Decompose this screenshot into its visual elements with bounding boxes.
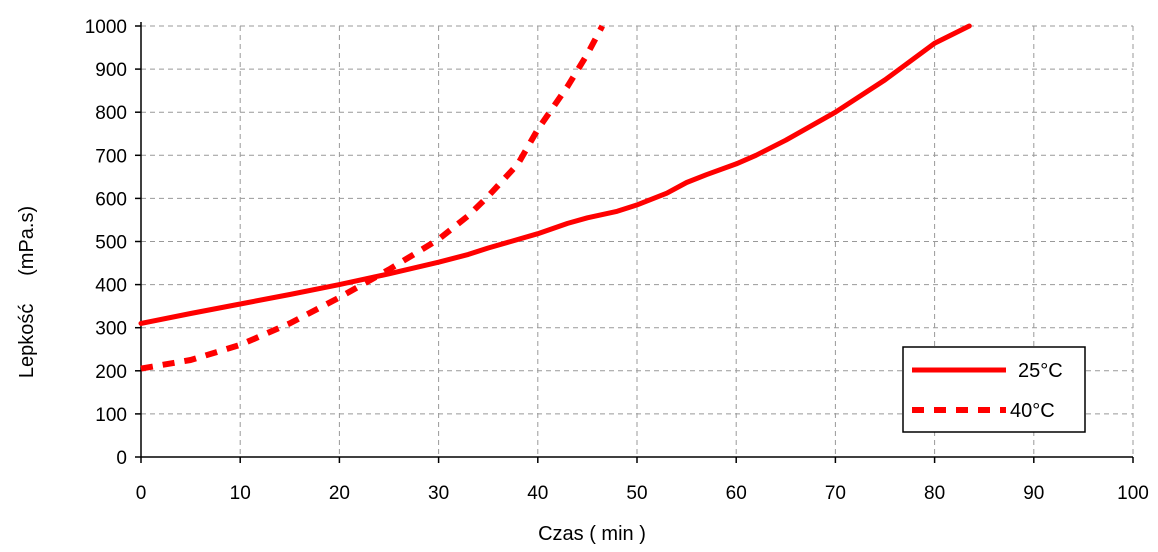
grid (141, 25, 1134, 457)
series-line-40c (140, 24, 605, 372)
y-axis-label: Lepkość (mPa.s) (16, 206, 38, 378)
x-tick-label: 90 (1023, 483, 1044, 504)
y-tick-label: 100 (95, 405, 127, 426)
y-tick-label: 1000 (85, 17, 127, 38)
x-tick-label: 30 (428, 483, 449, 504)
y-tick-label: 200 (95, 362, 127, 383)
x-tick-label: 0 (136, 483, 147, 504)
series-line-25c (138, 23, 972, 326)
y-tick-label: 400 (95, 276, 127, 297)
x-tick-label: 60 (726, 483, 747, 504)
x-tick-label: 50 (626, 483, 647, 504)
x-tick-label: 100 (1117, 483, 1149, 504)
legend: 25°C 40°C (902, 346, 1086, 433)
y-tick-label: 600 (95, 189, 127, 210)
x-tick-label: 10 (230, 483, 251, 504)
y-tick-label: 500 (95, 233, 127, 254)
axes (135, 22, 1134, 463)
legend-box (902, 346, 1086, 433)
y-tick-label: 700 (95, 146, 127, 167)
x-tick-label: 80 (924, 483, 945, 504)
legend-label-40c: 40°C (1010, 400, 1055, 422)
x-tick-label: 40 (527, 483, 548, 504)
y-tick-label: 800 (95, 103, 127, 124)
x-tick-label: 20 (329, 483, 350, 504)
y-tick-label: 900 (95, 60, 127, 81)
y-tick-label: 300 (95, 319, 127, 340)
series-lines (138, 23, 972, 372)
y-tick-label: 0 (116, 448, 127, 469)
x-axis-label: Czas ( min ) (538, 523, 646, 545)
legend-label-25c: 25°C (1018, 360, 1063, 382)
tick-labels: 0 10 20 30 40 50 60 70 80 90 100010020030040050060… (85, 17, 1149, 504)
x-tick-label: 70 (825, 483, 846, 504)
